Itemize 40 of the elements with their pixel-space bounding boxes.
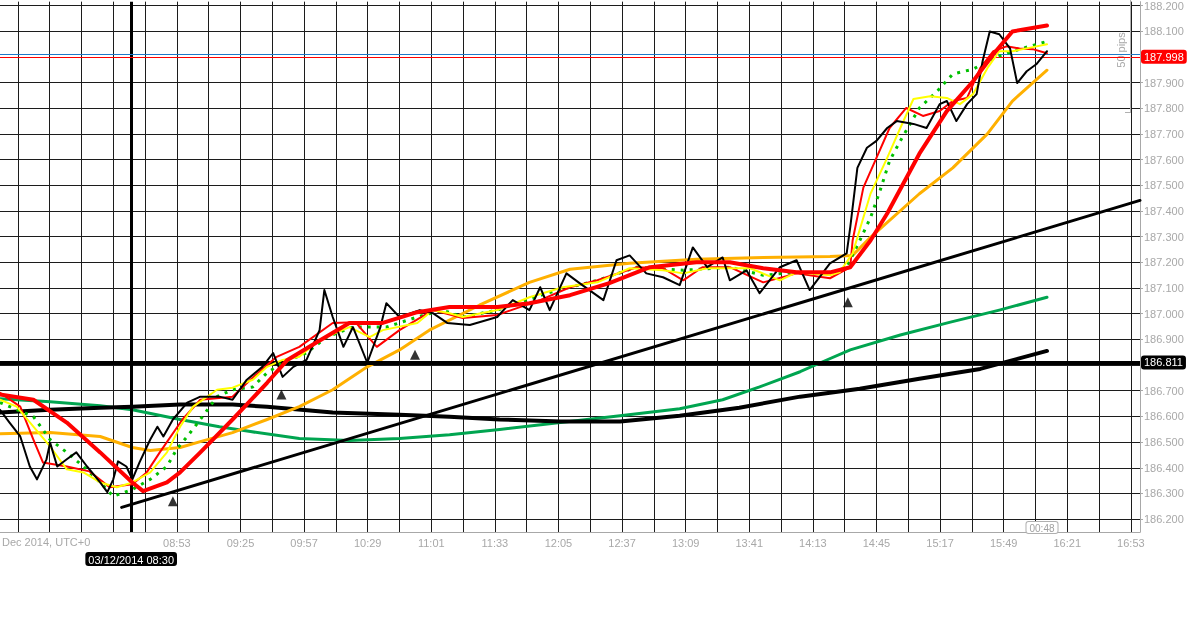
y-tick-label: 186.900	[1144, 333, 1184, 346]
x-tick-label: 13:09	[671, 536, 700, 549]
x-tick-label: 13:41	[735, 536, 764, 549]
annotation: 00:48	[1029, 522, 1055, 534]
y-tick-label: 186.300	[1144, 487, 1184, 500]
x-tick-label: 10:29	[353, 536, 382, 549]
x-tick-label: 11:33	[481, 536, 509, 549]
y-tick-label: 187.900	[1144, 76, 1184, 89]
x-tick-label: 15:17	[926, 536, 954, 549]
y-tick-label: 188.100	[1144, 25, 1184, 38]
x-tick-label: 11:01	[417, 536, 445, 549]
x-tick-label: 16:53	[1117, 536, 1145, 549]
y-tick-label: 187.100	[1144, 282, 1184, 295]
x-tick-label: 14:13	[799, 536, 827, 549]
x-tick-label: 09:25	[226, 536, 255, 549]
ref-line-label: 186.811	[1144, 356, 1183, 369]
x-tick-label: 12:05	[544, 536, 573, 549]
y-tick-label: 187.700	[1144, 127, 1184, 140]
x-tick-label: 16:21	[1053, 536, 1082, 549]
y-tick-label: 187.300	[1144, 230, 1184, 243]
y-tick-label: 186.200	[1144, 513, 1184, 526]
ref-line-label: 03/12/2014 08:30	[88, 553, 174, 566]
y-tick-label: 187.200	[1144, 256, 1184, 269]
x-tick-label: 15:49	[989, 536, 1018, 549]
x-tick-label: 12:37	[608, 536, 636, 549]
y-tick-label: 188.200	[1144, 0, 1184, 12]
y-tick-label: 187.600	[1144, 153, 1184, 166]
y-tick-label: 186.500	[1144, 436, 1184, 449]
x-tick-label: 08:53	[163, 536, 191, 549]
ref-line-label: 187.998	[1144, 50, 1184, 63]
text: Dec 2014, UTC+0	[2, 535, 91, 548]
y-tick-label: 187.500	[1144, 179, 1184, 192]
x-tick-label: 09:57	[290, 536, 318, 549]
y-tick-label: 186.400	[1144, 461, 1184, 474]
y-tick-label: 187.400	[1144, 204, 1184, 217]
y-tick-label: 186.600	[1144, 410, 1184, 423]
y-tick-label: 186.700	[1144, 384, 1184, 397]
x-tick-label: 14:45	[862, 536, 891, 549]
y-tick-label: 187.000	[1144, 307, 1184, 320]
y-tick-label: 187.800	[1144, 102, 1184, 115]
